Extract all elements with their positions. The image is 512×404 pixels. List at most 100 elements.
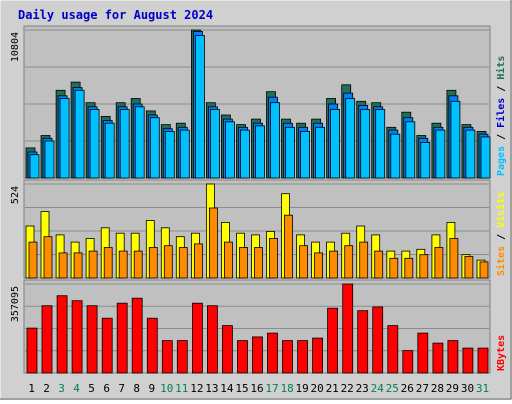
bar-pages-28 [435, 129, 446, 179]
x-label-26: 26 [401, 382, 414, 395]
bar-kbytes-26 [402, 350, 414, 374]
x-label-25: 25 [386, 382, 399, 395]
bar-sites-24 [374, 250, 384, 279]
bar-kbytes-2 [41, 305, 53, 374]
x-label-15: 15 [235, 382, 248, 395]
x-label-13: 13 [205, 382, 218, 395]
bar-pages-17 [270, 102, 280, 179]
bar-pages-29 [450, 100, 461, 179]
legend-item-kbytes: KBytes [496, 335, 507, 371]
bar-sites-2 [43, 236, 53, 279]
bar-kbytes-4 [71, 300, 83, 374]
legend-item-pages: Pages [496, 146, 507, 176]
bar-sites-17 [269, 238, 278, 279]
bar-kbytes-16 [252, 336, 263, 374]
bar-pages-27 [420, 141, 431, 179]
bar-pages-24 [375, 109, 386, 179]
bar-kbytes-6 [101, 317, 113, 374]
bar-kbytes-12 [191, 302, 203, 374]
y-max-label: 10804 [10, 32, 21, 62]
x-label-8: 8 [133, 382, 140, 395]
chart-panels: 10804 Pages / Files / Hits 524 Sites / Visi… [10, 25, 507, 374]
x-label-5: 5 [88, 382, 95, 395]
x-label-3: 3 [58, 382, 65, 395]
bar-pages-14 [224, 121, 235, 179]
x-label-7: 7 [118, 382, 125, 395]
bar-pages-1 [29, 154, 40, 179]
bar-sites-8 [133, 250, 143, 279]
bar-sites-22 [344, 245, 354, 279]
bar-kbytes-28 [432, 342, 444, 374]
bar-kbytes-7 [116, 302, 128, 374]
bar-sites-10 [163, 245, 173, 279]
bar-sites-30 [464, 256, 474, 279]
bar-kbytes-25 [387, 325, 399, 374]
bar-kbytes-30 [462, 347, 474, 374]
legend-item-hits: Hits [495, 56, 507, 80]
bar-sites-27 [419, 254, 429, 279]
x-axis-labels: 1 2 3 4 5 6 7 8 9 10 11 12 13 14 15 16 17 18 19 20 21 22 23 24 2… [28, 382, 489, 395]
bar-sites-12 [193, 243, 203, 279]
x-label-20: 20 [310, 382, 323, 395]
bar-sites-11 [178, 247, 188, 279]
bar-pages-21 [330, 109, 341, 179]
bar-kbytes-27 [417, 332, 429, 374]
bar-kbytes-5 [86, 305, 98, 374]
bar-sites-18 [284, 214, 293, 279]
panel-visits-sites: 524 Sites / Visits [10, 179, 507, 279]
bar-pages-18 [285, 126, 295, 179]
legend-item-files: Files [495, 98, 507, 128]
bar-pages-30 [465, 129, 476, 179]
bar-sites-19 [299, 245, 309, 279]
legend-separator: / [496, 228, 507, 246]
bar-pages-26 [405, 121, 416, 179]
bar-kbytes-18 [282, 340, 293, 374]
bar-pages-3 [59, 98, 70, 179]
x-label-12: 12 [190, 382, 203, 395]
x-label-17: 17 [265, 382, 278, 395]
bar-sites-31 [479, 261, 489, 279]
bar-kbytes-24 [372, 306, 384, 374]
bar-pages-5 [89, 109, 100, 179]
x-label-24: 24 [371, 382, 385, 395]
bar-kbytes-21 [327, 307, 339, 374]
bar-sites-29 [449, 238, 459, 279]
bar-sites-25 [389, 257, 399, 279]
x-label-19: 19 [295, 382, 308, 395]
bar-pages-10 [164, 130, 175, 179]
x-label-11: 11 [175, 382, 188, 395]
bar-sites-5 [88, 250, 98, 279]
bar-pages-23 [360, 109, 371, 179]
bar-pages-19 [300, 130, 311, 179]
bar-kbytes-3 [56, 295, 68, 374]
bar-sites-14 [223, 241, 233, 279]
bar-pages-22 [345, 98, 356, 179]
bar-pages-7 [119, 109, 130, 179]
x-label-16: 16 [250, 382, 263, 395]
bar-kbytes-1 [26, 327, 38, 374]
bar-kbytes-23 [357, 310, 369, 374]
x-label-1: 1 [28, 382, 35, 395]
legend-hits-files-pages: Pages / Files / Hits [495, 56, 507, 176]
bar-sites-7 [118, 250, 128, 279]
legend-item-sites: Sites [495, 246, 507, 276]
x-label-23: 23 [356, 382, 369, 395]
legend-visits-sites: Sites / Visits [495, 192, 507, 276]
bar-kbytes-22 [342, 283, 354, 374]
x-label-18: 18 [280, 382, 293, 395]
bar-pages-15 [240, 129, 250, 179]
bar-sites-4 [73, 252, 83, 279]
x-label-22: 22 [341, 382, 354, 395]
bar-kbytes-13 [206, 305, 218, 374]
x-label-6: 6 [103, 382, 110, 395]
bar-sites-28 [434, 247, 444, 279]
bar-pages-11 [179, 129, 190, 179]
x-label-21: 21 [326, 382, 339, 395]
bar-sites-1 [28, 241, 38, 279]
bar-kbytes-17 [267, 332, 278, 374]
bar-sites-9 [148, 247, 158, 279]
bar-kbytes-11 [176, 340, 188, 374]
x-label-30: 30 [461, 382, 474, 395]
panel-hits-files-pages: 10804 Pages / Files / Hits [10, 25, 507, 179]
